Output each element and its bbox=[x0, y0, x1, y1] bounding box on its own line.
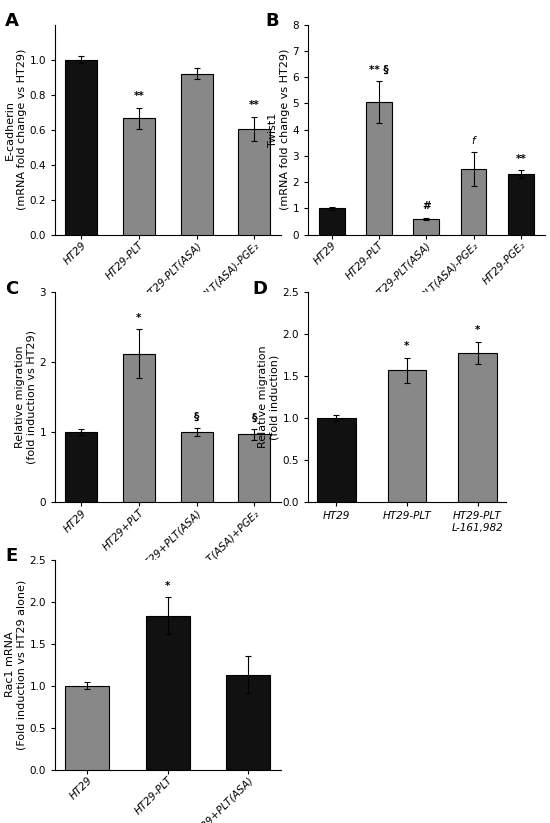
Bar bbox=[366, 102, 392, 235]
Bar bbox=[239, 435, 270, 502]
Bar bbox=[239, 128, 270, 235]
Bar bbox=[508, 174, 534, 235]
Y-axis label: E-cadherin
(mRNA fold change vs HT29): E-cadherin (mRNA fold change vs HT29) bbox=[5, 49, 27, 211]
Text: §: § bbox=[194, 412, 199, 421]
Text: §: § bbox=[252, 412, 257, 422]
Y-axis label: Relative migration
(fold induction vs HT29): Relative migration (fold induction vs HT… bbox=[15, 330, 36, 464]
Bar bbox=[226, 675, 270, 770]
Text: #: # bbox=[422, 201, 431, 212]
Text: *: * bbox=[165, 581, 170, 591]
Text: A: A bbox=[6, 12, 19, 30]
Bar bbox=[460, 169, 487, 235]
Bar bbox=[181, 432, 212, 502]
Bar bbox=[146, 616, 190, 770]
Text: **: ** bbox=[134, 91, 144, 101]
Text: ** §: ** § bbox=[369, 65, 389, 75]
Text: *: * bbox=[136, 313, 141, 323]
Bar bbox=[65, 60, 97, 235]
Y-axis label: Relative migration
(fold induction): Relative migration (fold induction) bbox=[258, 346, 279, 449]
Text: D: D bbox=[252, 280, 267, 298]
Text: f: f bbox=[472, 136, 475, 146]
Text: *: * bbox=[475, 325, 480, 336]
Bar bbox=[458, 352, 497, 502]
Text: C: C bbox=[6, 280, 19, 298]
Text: B: B bbox=[266, 12, 279, 30]
Y-axis label: Twist1
(mRNA fold change vs HT29): Twist1 (mRNA fold change vs HT29) bbox=[268, 49, 289, 211]
Bar bbox=[65, 432, 97, 502]
Bar bbox=[319, 208, 345, 235]
Bar bbox=[317, 418, 356, 502]
Bar bbox=[413, 219, 439, 235]
Text: **: ** bbox=[249, 100, 260, 110]
Bar bbox=[123, 119, 155, 235]
Text: *: * bbox=[404, 342, 410, 351]
Bar bbox=[65, 686, 109, 770]
Bar bbox=[123, 354, 155, 502]
Text: **: ** bbox=[515, 154, 526, 164]
Text: E: E bbox=[6, 547, 18, 565]
Bar bbox=[181, 74, 212, 235]
Bar bbox=[388, 370, 426, 502]
Y-axis label: Rac1 mRNA
(Fold induction vs HT29 alone): Rac1 mRNA (Fold induction vs HT29 alone) bbox=[5, 579, 26, 750]
